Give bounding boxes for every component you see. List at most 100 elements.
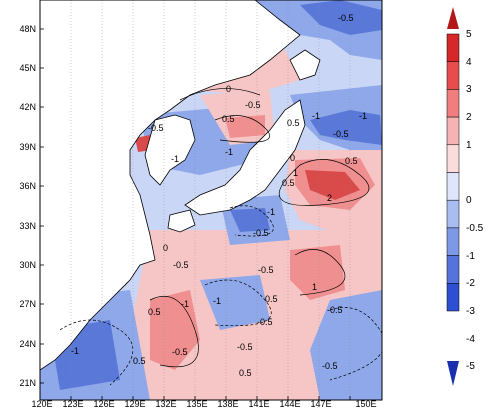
contour-label: 0.5 (148, 307, 161, 317)
contour-label: 0.5 (282, 178, 295, 188)
longitude-axis: 120E 123E 126E 129E 132E 135E 138E 141E … (31, 396, 377, 408)
contour-label: 1 (312, 282, 317, 292)
gridlines (70, 0, 351, 400)
colorbar-segment (446, 199, 460, 229)
colorbar-label: -4 (466, 334, 475, 345)
red-patch (290, 245, 345, 300)
lat-tick-label: 21N (19, 378, 36, 388)
lon-tick-label: 129E (124, 399, 145, 408)
lat-tick-label: 27N (19, 299, 36, 309)
contour-lines (59, 88, 382, 386)
contour-line (204, 279, 272, 326)
contour-label: 0 (163, 243, 168, 253)
lat-tick-label: 36N (19, 181, 36, 191)
colorbar-segment (446, 33, 460, 62)
contour-line (59, 319, 134, 386)
asian-continent (40, 0, 300, 370)
colorbar-segment (446, 227, 460, 256)
continent-coastline (40, 0, 301, 371)
blue-patch (310, 110, 382, 145)
colorbar-label: 5 (466, 29, 472, 40)
korean-peninsula (145, 115, 195, 185)
lon-tick-label: 120E (31, 399, 52, 408)
contour-label: -1 (181, 299, 189, 309)
lat-tick-label: 39N (19, 142, 36, 152)
colorbar-labels: 5 4 3 2 1 0 -0.5 -1 -2 -3 -4 -5 (466, 29, 484, 372)
contour-label: -1 (267, 207, 275, 217)
contour-line (179, 88, 261, 101)
colorbar-max-arrow (447, 7, 459, 29)
hokkaido (290, 50, 320, 80)
contour-label: -0.5 (257, 317, 273, 327)
colorbar-segment (446, 283, 460, 312)
colorbar-label: 0 (466, 195, 472, 206)
contour-label: 2 (327, 193, 332, 203)
lon-tick-label: 141E (248, 399, 269, 408)
contour-label: -0.5 (258, 265, 274, 275)
lon-tick-label: 135E (186, 399, 207, 408)
colorbar-segments (446, 33, 460, 312)
lon-tick-label: 126E (93, 399, 114, 408)
contour-label: -0.5 (322, 361, 338, 371)
map-plot-area: -0.5 0 -0.5 0.5 -0.5 -1 0.5 0 -1 -1 -0.5… (40, 0, 382, 400)
colorbar-label: 3 (466, 84, 472, 95)
colorbar-segment (446, 116, 460, 146)
contour-label: -0.5 (172, 347, 188, 357)
lon-tick-label: 138E (217, 399, 238, 408)
colorbar: 5 4 3 2 1 0 -0.5 -1 -2 -3 -4 -5 (446, 7, 484, 386)
colorbar-label: 2 (466, 112, 472, 123)
lat-tick-label: 42N (19, 102, 36, 112)
colorbar-label: -2 (466, 278, 475, 289)
contour-label: -0.5 (333, 129, 349, 139)
colorbar-label: -1 (466, 251, 475, 262)
contour-label: -1 (71, 346, 79, 356)
colorbar-segment (446, 89, 460, 118)
coastlines (40, 0, 321, 371)
colorbar-min-arrow (447, 361, 459, 386)
contour-label: -0.5 (237, 342, 253, 352)
colorbar-segment (446, 61, 460, 90)
contour-label: -0.5 (173, 260, 189, 270)
land (40, 0, 320, 370)
contour-line (229, 205, 274, 237)
kyushu-coastline (167, 209, 196, 233)
lat-tick-label: 30N (19, 260, 36, 270)
contour-label: 0.5 (345, 156, 358, 166)
colorbar-label: 4 (466, 57, 472, 68)
contour-label: -1 (225, 147, 233, 157)
contour-label: -0.5 (338, 13, 354, 23)
blue-patch (310, 290, 382, 400)
contour-label: -0.5 (327, 305, 343, 315)
colorbar-label: 1 (466, 140, 472, 151)
plot-border (39, 0, 383, 401)
contour-label: -0.5 (245, 100, 261, 110)
red-patch (150, 290, 200, 370)
contour-label: -0.5 (148, 123, 164, 133)
honshu-coastline (184, 99, 306, 216)
contour-label: 0.5 (287, 118, 300, 128)
red-patch (225, 115, 265, 138)
blue-patch (230, 208, 270, 232)
hokkaido-coastline (289, 49, 321, 81)
lon-tick-label: 132E (155, 399, 176, 408)
latitude-axis: 48N 45N 42N 39N 36N 33N 30N 27N 24N 21N (19, 24, 44, 388)
contour-line (278, 159, 370, 206)
lat-tick-label: 45N (19, 63, 36, 73)
blue-patch (300, 0, 382, 35)
lat-tick-label: 48N (19, 24, 36, 34)
contour-label: 0.5 (265, 294, 278, 304)
lat-tick-label: 33N (19, 221, 36, 231)
colorbar-segment (446, 255, 460, 284)
lon-tick-label: 150E (355, 399, 376, 408)
contour-labels: -0.5 0 -0.5 0.5 -0.5 -1 0.5 0 -1 -1 -0.5… (71, 13, 367, 378)
contour-label: -1 (359, 111, 367, 121)
contour-label: 0.5 (222, 114, 235, 124)
colorbar-segment (446, 172, 460, 201)
honshu (185, 100, 305, 215)
contour-label: -1 (171, 154, 179, 164)
red-patch (305, 170, 360, 200)
contour-label: 1 (293, 168, 298, 178)
contour-label: -1 (213, 296, 221, 306)
contour-label: 0 (226, 84, 231, 94)
lon-tick-label: 147E (310, 399, 331, 408)
